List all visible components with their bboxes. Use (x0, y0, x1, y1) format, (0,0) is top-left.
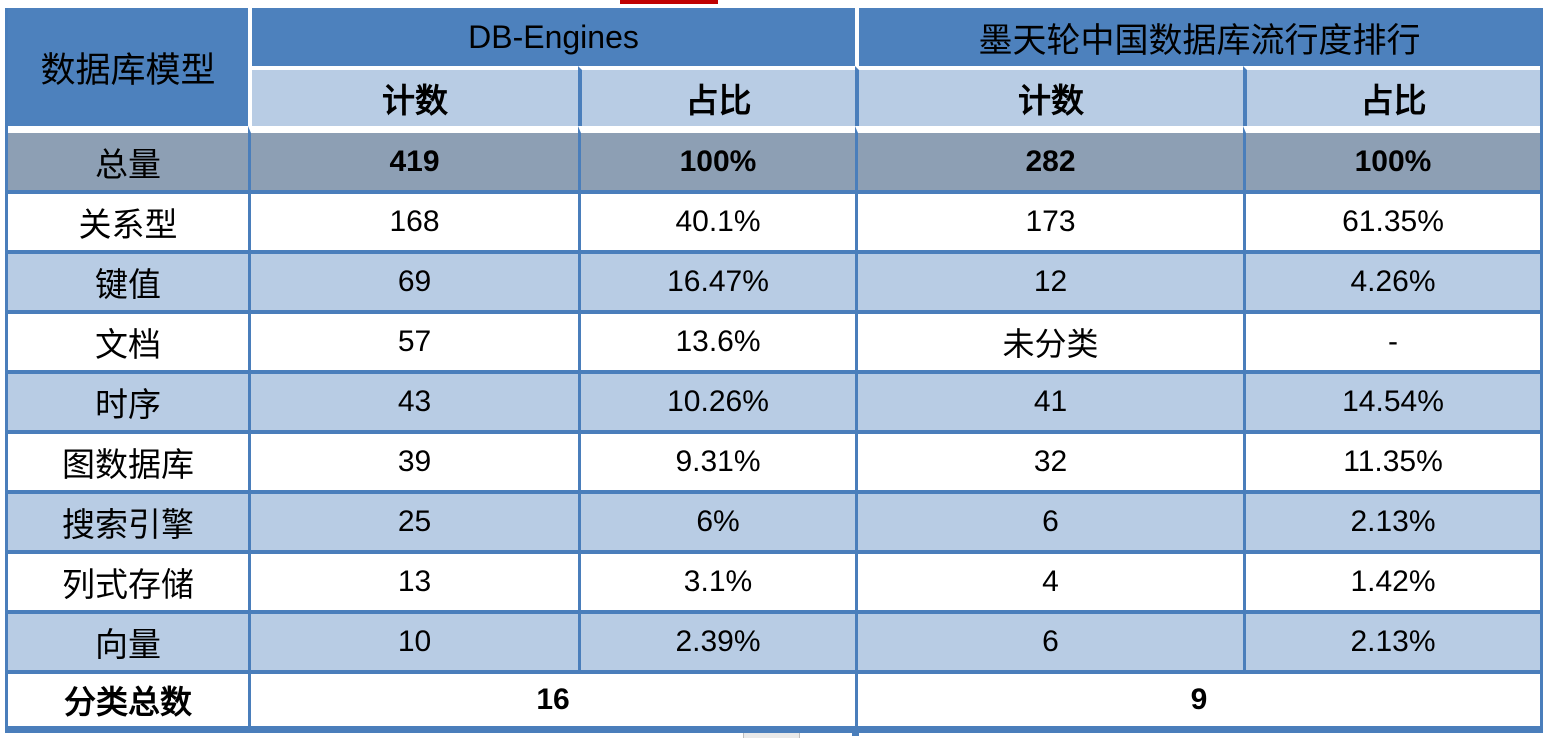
table-border-notch (852, 726, 859, 736)
row-label: 图数据库 (8, 430, 248, 490)
header-row-subcolumns: 计数 占比 计数 占比 (8, 66, 1540, 126)
cell-value: 25 (248, 490, 578, 550)
table-row-total: 总量 419 100% 282 100% (8, 126, 1540, 190)
table-row-key-value: 键值 69 16.47% 12 4.26% (8, 250, 1540, 310)
header-row-groups: 数据库模型 DB-Engines 墨天轮中国数据库流行度排行 (8, 8, 1540, 126)
total-motianlun-share: 100% (1243, 126, 1540, 190)
motianlun-category-total: 9 (855, 670, 1540, 726)
cell-value: 10.26% (578, 370, 855, 430)
total-db-engines-share: 100% (578, 126, 855, 190)
cell-value: 4.26% (1243, 250, 1540, 310)
group-header-db-engines: DB-Engines (248, 8, 855, 66)
cell-value: 40.1% (578, 190, 855, 250)
cell-value: 2.39% (578, 610, 855, 670)
cell-value: 11.35% (1243, 430, 1540, 490)
cell-value: 4 (855, 550, 1243, 610)
table-row-document: 文档 57 13.6% 未分类 - (8, 310, 1540, 370)
row-label: 时序 (8, 370, 248, 430)
row-label: 搜索引擎 (8, 490, 248, 550)
group-header-motianlun-ranking: 墨天轮中国数据库流行度排行 (855, 8, 1540, 66)
cell-value: 2.13% (1243, 490, 1540, 550)
db-engines-category-total: 16 (248, 670, 855, 726)
cell-value: 1.42% (1243, 550, 1540, 610)
cell-value: 6 (855, 610, 1243, 670)
table-row-relational: 关系型 168 40.1% 173 61.35% (8, 190, 1540, 250)
row-label: 键值 (8, 250, 248, 310)
row-label-category-total: 分类总数 (8, 670, 248, 726)
cell-value: 9.31% (578, 430, 855, 490)
table-row-columnar: 列式存储 13 3.1% 4 1.42% (8, 550, 1540, 610)
table-row-time-series: 时序 43 10.26% 41 14.54% (8, 370, 1540, 430)
table-row-vector: 向量 10 2.39% 6 2.13% (8, 610, 1540, 670)
cell-value: 14.54% (1243, 370, 1540, 430)
cell-value: 6% (578, 490, 855, 550)
cell-value: 69 (248, 250, 578, 310)
cell-value: 43 (248, 370, 578, 430)
cell-value: 2.13% (1243, 610, 1540, 670)
cell-value: 57 (248, 310, 578, 370)
row-label-total: 总量 (8, 126, 248, 190)
total-motianlun-count: 282 (855, 126, 1243, 190)
table-row-search-engine: 搜索引擎 25 6% 6 2.13% (8, 490, 1540, 550)
cell-value: 168 (248, 190, 578, 250)
cell-value: 39 (248, 430, 578, 490)
database-model-comparison-table: 数据库模型 DB-Engines 墨天轮中国数据库流行度排行 计数 占比 计数 … (8, 8, 1540, 726)
cell-value: 13 (248, 550, 578, 610)
row-label: 向量 (8, 610, 248, 670)
cell-value: 61.35% (1243, 190, 1540, 250)
corner-header-database-model: 数据库模型 (8, 8, 248, 126)
table-row-graph: 图数据库 39 9.31% 32 11.35% (8, 430, 1540, 490)
row-label: 关系型 (8, 190, 248, 250)
subheader-motianlun-count: 计数 (855, 66, 1243, 126)
cell-value: - (1243, 310, 1540, 370)
cell-value: 12 (855, 250, 1243, 310)
row-label: 列式存储 (8, 550, 248, 610)
cell-value: 13.6% (578, 310, 855, 370)
subheader-db-engines-share: 占比 (578, 66, 855, 126)
row-label: 文档 (8, 310, 248, 370)
subheader-motianlun-share: 占比 (1243, 66, 1540, 126)
cell-value: 41 (855, 370, 1243, 430)
cell-value: 6 (855, 490, 1243, 550)
horizontal-scrollbar-thumb[interactable] (743, 733, 800, 738)
total-db-engines-count: 419 (248, 126, 578, 190)
cell-value: 173 (855, 190, 1243, 250)
cell-value: 16.47% (578, 250, 855, 310)
red-mark-artifact (620, 0, 718, 4)
subheader-db-engines-count: 计数 (248, 66, 578, 126)
table-row-category-totals: 分类总数 16 9 (8, 670, 1540, 726)
comparison-table-frame: 数据库模型 DB-Engines 墨天轮中国数据库流行度排行 计数 占比 计数 … (5, 8, 1543, 733)
cell-value-unclassified: 未分类 (855, 310, 1243, 370)
cell-value: 32 (855, 430, 1243, 490)
cell-value: 10 (248, 610, 578, 670)
cell-value: 3.1% (578, 550, 855, 610)
